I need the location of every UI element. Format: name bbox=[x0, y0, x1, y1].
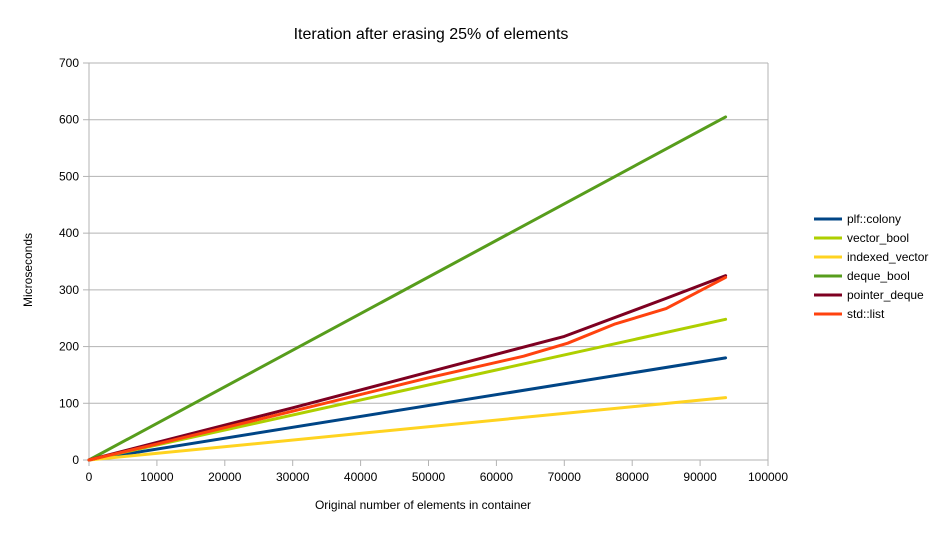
legend-label: std::list bbox=[847, 307, 885, 321]
legend-label: pointer_deque bbox=[847, 288, 924, 302]
y-tick-label: 200 bbox=[59, 340, 79, 354]
x-tick-label: 0 bbox=[86, 470, 93, 484]
x-tick-label: 60000 bbox=[480, 470, 514, 484]
y-tick-label: 400 bbox=[59, 226, 79, 240]
y-tick-label: 0 bbox=[72, 453, 79, 467]
legend-label: indexed_vector bbox=[847, 250, 928, 264]
x-tick-label: 40000 bbox=[344, 470, 378, 484]
y-axis-label: Microseconds bbox=[21, 233, 35, 307]
legend-label: deque_bool bbox=[847, 269, 910, 283]
x-tick-label: 10000 bbox=[140, 470, 174, 484]
y-tick-label: 100 bbox=[59, 396, 79, 410]
y-tick-label: 600 bbox=[59, 113, 79, 127]
x-tick-label: 100000 bbox=[748, 470, 788, 484]
y-tick-label: 500 bbox=[59, 169, 79, 183]
y-tick-label: 700 bbox=[59, 56, 79, 70]
legend: plf::colonyvector_boolindexed_vectordequ… bbox=[814, 212, 928, 321]
x-tick-label: 30000 bbox=[276, 470, 310, 484]
series-line-indexed-vector bbox=[87, 396, 728, 462]
x-tick-label: 90000 bbox=[683, 470, 717, 484]
series-lines bbox=[87, 115, 728, 462]
x-tick-label: 70000 bbox=[548, 470, 582, 484]
x-axis-label: Original number of elements in container bbox=[315, 498, 531, 512]
series-line-vector-bool bbox=[87, 317, 728, 462]
legend-label: vector_bool bbox=[847, 231, 909, 245]
axes: 0 100 200 300 400 500 600 700 0 10000 20000 30000 40… bbox=[59, 56, 788, 484]
grid-lines bbox=[89, 62, 768, 461]
y-tick-label: 300 bbox=[59, 283, 79, 297]
x-tick-label: 50000 bbox=[412, 470, 446, 484]
legend-label: plf::colony bbox=[847, 212, 901, 226]
series-line-deque-bool bbox=[87, 115, 728, 462]
x-tick-label: 80000 bbox=[616, 470, 650, 484]
series-line-plf-colony bbox=[87, 356, 728, 462]
chart-title: Iteration after erasing 25% of elements bbox=[294, 26, 569, 43]
series-line-std-list bbox=[87, 275, 728, 462]
x-tick-label: 20000 bbox=[208, 470, 242, 484]
series-line-pointer-deque bbox=[87, 274, 728, 462]
